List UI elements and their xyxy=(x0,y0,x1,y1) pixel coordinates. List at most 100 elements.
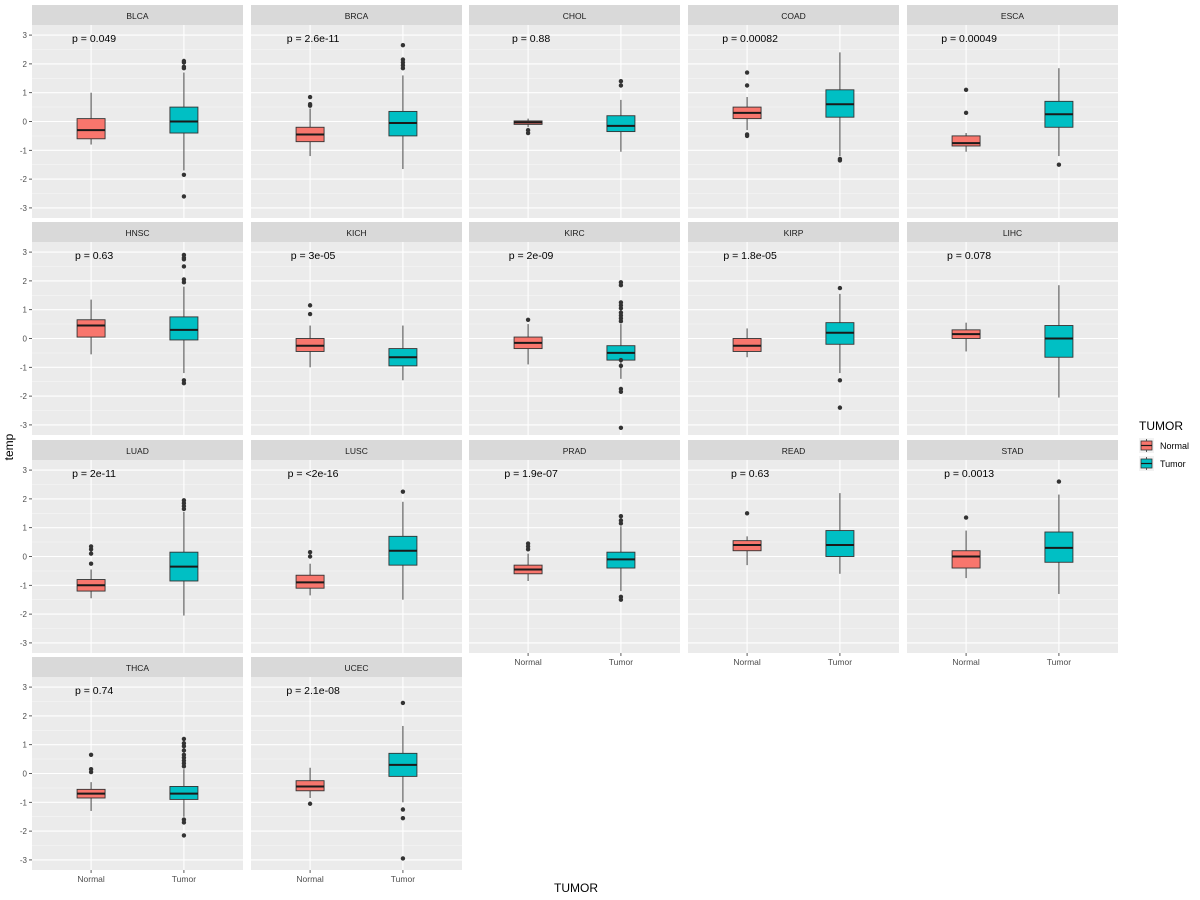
panel-prad: PRAD Normal Tumor p = 1.9e-07 xyxy=(469,440,680,667)
boxplot-normal xyxy=(295,303,325,368)
outlier-point xyxy=(307,554,313,559)
outlier-point xyxy=(307,549,313,555)
p-value-label: p = 0.0013 xyxy=(944,468,994,480)
legend-item-normal: Normal xyxy=(1139,438,1189,453)
outlier-point xyxy=(963,515,969,520)
outlier-point xyxy=(400,700,406,706)
boxplot-tumor xyxy=(388,42,418,170)
p-value-label: p = 0.049 xyxy=(72,33,116,45)
facet-label: LUAD xyxy=(126,446,149,456)
panel-esca: ESCA p = 0.00049 xyxy=(907,5,1118,218)
outlier-point xyxy=(181,64,187,69)
boxplot-normal xyxy=(76,544,106,599)
y-tick-label: -3 xyxy=(20,856,28,865)
boxplot-tumor xyxy=(825,493,855,574)
outlier-point xyxy=(618,300,624,305)
outlier-point xyxy=(181,277,187,282)
boxplot-normal xyxy=(732,328,762,358)
y-tick-label: 2 xyxy=(23,277,28,286)
boxplot-normal xyxy=(76,92,106,145)
facet-label: BLCA xyxy=(126,11,149,21)
facet-label: PRAD xyxy=(563,446,587,456)
outlier-point xyxy=(181,58,187,64)
y-tick-label: 0 xyxy=(23,553,28,562)
outlier-point xyxy=(618,363,624,369)
facet-strip xyxy=(688,5,899,25)
boxplot-tumor xyxy=(169,736,199,838)
y-tick-label: -2 xyxy=(20,175,28,184)
facet-label: CHOL xyxy=(563,11,587,21)
facet-label: LUSC xyxy=(345,446,368,456)
outlier-point xyxy=(88,752,94,757)
boxplot-tumor xyxy=(1044,285,1074,398)
box-iqr xyxy=(951,550,981,569)
x-tick-label: Normal xyxy=(733,657,761,667)
outlier-point xyxy=(181,752,187,757)
x-tick-label: Tumor xyxy=(609,657,633,667)
y-tick-label: -2 xyxy=(20,827,28,836)
outlier-point xyxy=(744,511,750,516)
outlier-point xyxy=(618,357,624,363)
boxplot-normal xyxy=(951,87,981,152)
outlier-point xyxy=(400,489,406,494)
panel-kirp: KIRP p = 1.8e-05 xyxy=(688,222,899,435)
facet-strip xyxy=(688,440,899,460)
y-tick-label: 0 xyxy=(23,118,28,127)
facet-label: BRCA xyxy=(345,11,369,21)
box-iqr xyxy=(169,106,199,134)
facet-strip xyxy=(32,222,243,242)
boxplot-tumor xyxy=(825,52,855,163)
boxplot-tumor xyxy=(169,498,199,616)
legend: TUMOR Normal Tumor xyxy=(1139,419,1189,471)
outlier-point xyxy=(307,801,313,806)
boxplot-normal xyxy=(295,767,325,806)
facet-strip xyxy=(907,5,1118,25)
panel-brca: BRCA p = 2.6e-11 xyxy=(251,5,462,218)
outlier-point xyxy=(618,513,624,519)
outlier-point xyxy=(525,541,531,546)
facet-label: UCEC xyxy=(344,663,368,673)
panel-kich: KICH p = 3e-05 xyxy=(251,222,462,435)
facet-label: READ xyxy=(782,446,806,456)
p-value-label: p = 0.00049 xyxy=(941,33,997,45)
legend-label: Normal xyxy=(1160,441,1189,451)
boxplot-normal xyxy=(76,752,106,811)
facet-strip xyxy=(251,5,462,25)
box-iqr xyxy=(606,115,636,133)
outlier-point xyxy=(1056,162,1062,167)
x-tick-label: Tumor xyxy=(1047,657,1071,667)
facet-strip xyxy=(469,5,680,25)
facet-strip xyxy=(469,440,680,460)
y-tick-label: -3 xyxy=(20,204,28,213)
boxplot-normal xyxy=(732,511,762,566)
p-value-label: p = 0.74 xyxy=(75,685,113,697)
p-value-label: p = 0.88 xyxy=(512,33,550,45)
p-value-label: p = 2.1e-08 xyxy=(286,685,340,697)
y-tick-label: -2 xyxy=(20,610,28,619)
boxplot-tumor xyxy=(388,700,418,861)
outlier-point xyxy=(307,303,313,308)
facet-strip xyxy=(469,222,680,242)
outlier-point xyxy=(837,405,843,410)
panel-blca: BLCA -3 -2 -1 0 1 2 3 p = 0.049 xyxy=(20,5,243,218)
y-tick-label: -1 xyxy=(20,581,28,590)
outlier-point xyxy=(963,110,969,116)
panel-chol: CHOL p = 0.88 xyxy=(469,5,680,218)
x-axis-title: TUMOR xyxy=(554,881,598,895)
p-value-label: p = <2e-16 xyxy=(288,468,339,480)
p-value-label: p = 2e-11 xyxy=(72,468,116,480)
outlier-point xyxy=(181,380,187,386)
y-tick-label: -3 xyxy=(20,639,28,648)
facet-strip xyxy=(251,222,462,242)
outlier-point xyxy=(837,158,843,163)
outlier-point xyxy=(307,311,313,317)
boxplot-tumor xyxy=(606,513,636,602)
outlier-point xyxy=(744,83,750,88)
y-tick-label: 1 xyxy=(23,741,28,750)
outlier-point xyxy=(88,766,94,772)
boxplot-normal xyxy=(295,94,325,157)
panel-lusc: LUSC p = <2e-16 xyxy=(251,440,462,653)
outlier-point xyxy=(88,561,94,566)
x-tick-label: Normal xyxy=(296,874,324,884)
